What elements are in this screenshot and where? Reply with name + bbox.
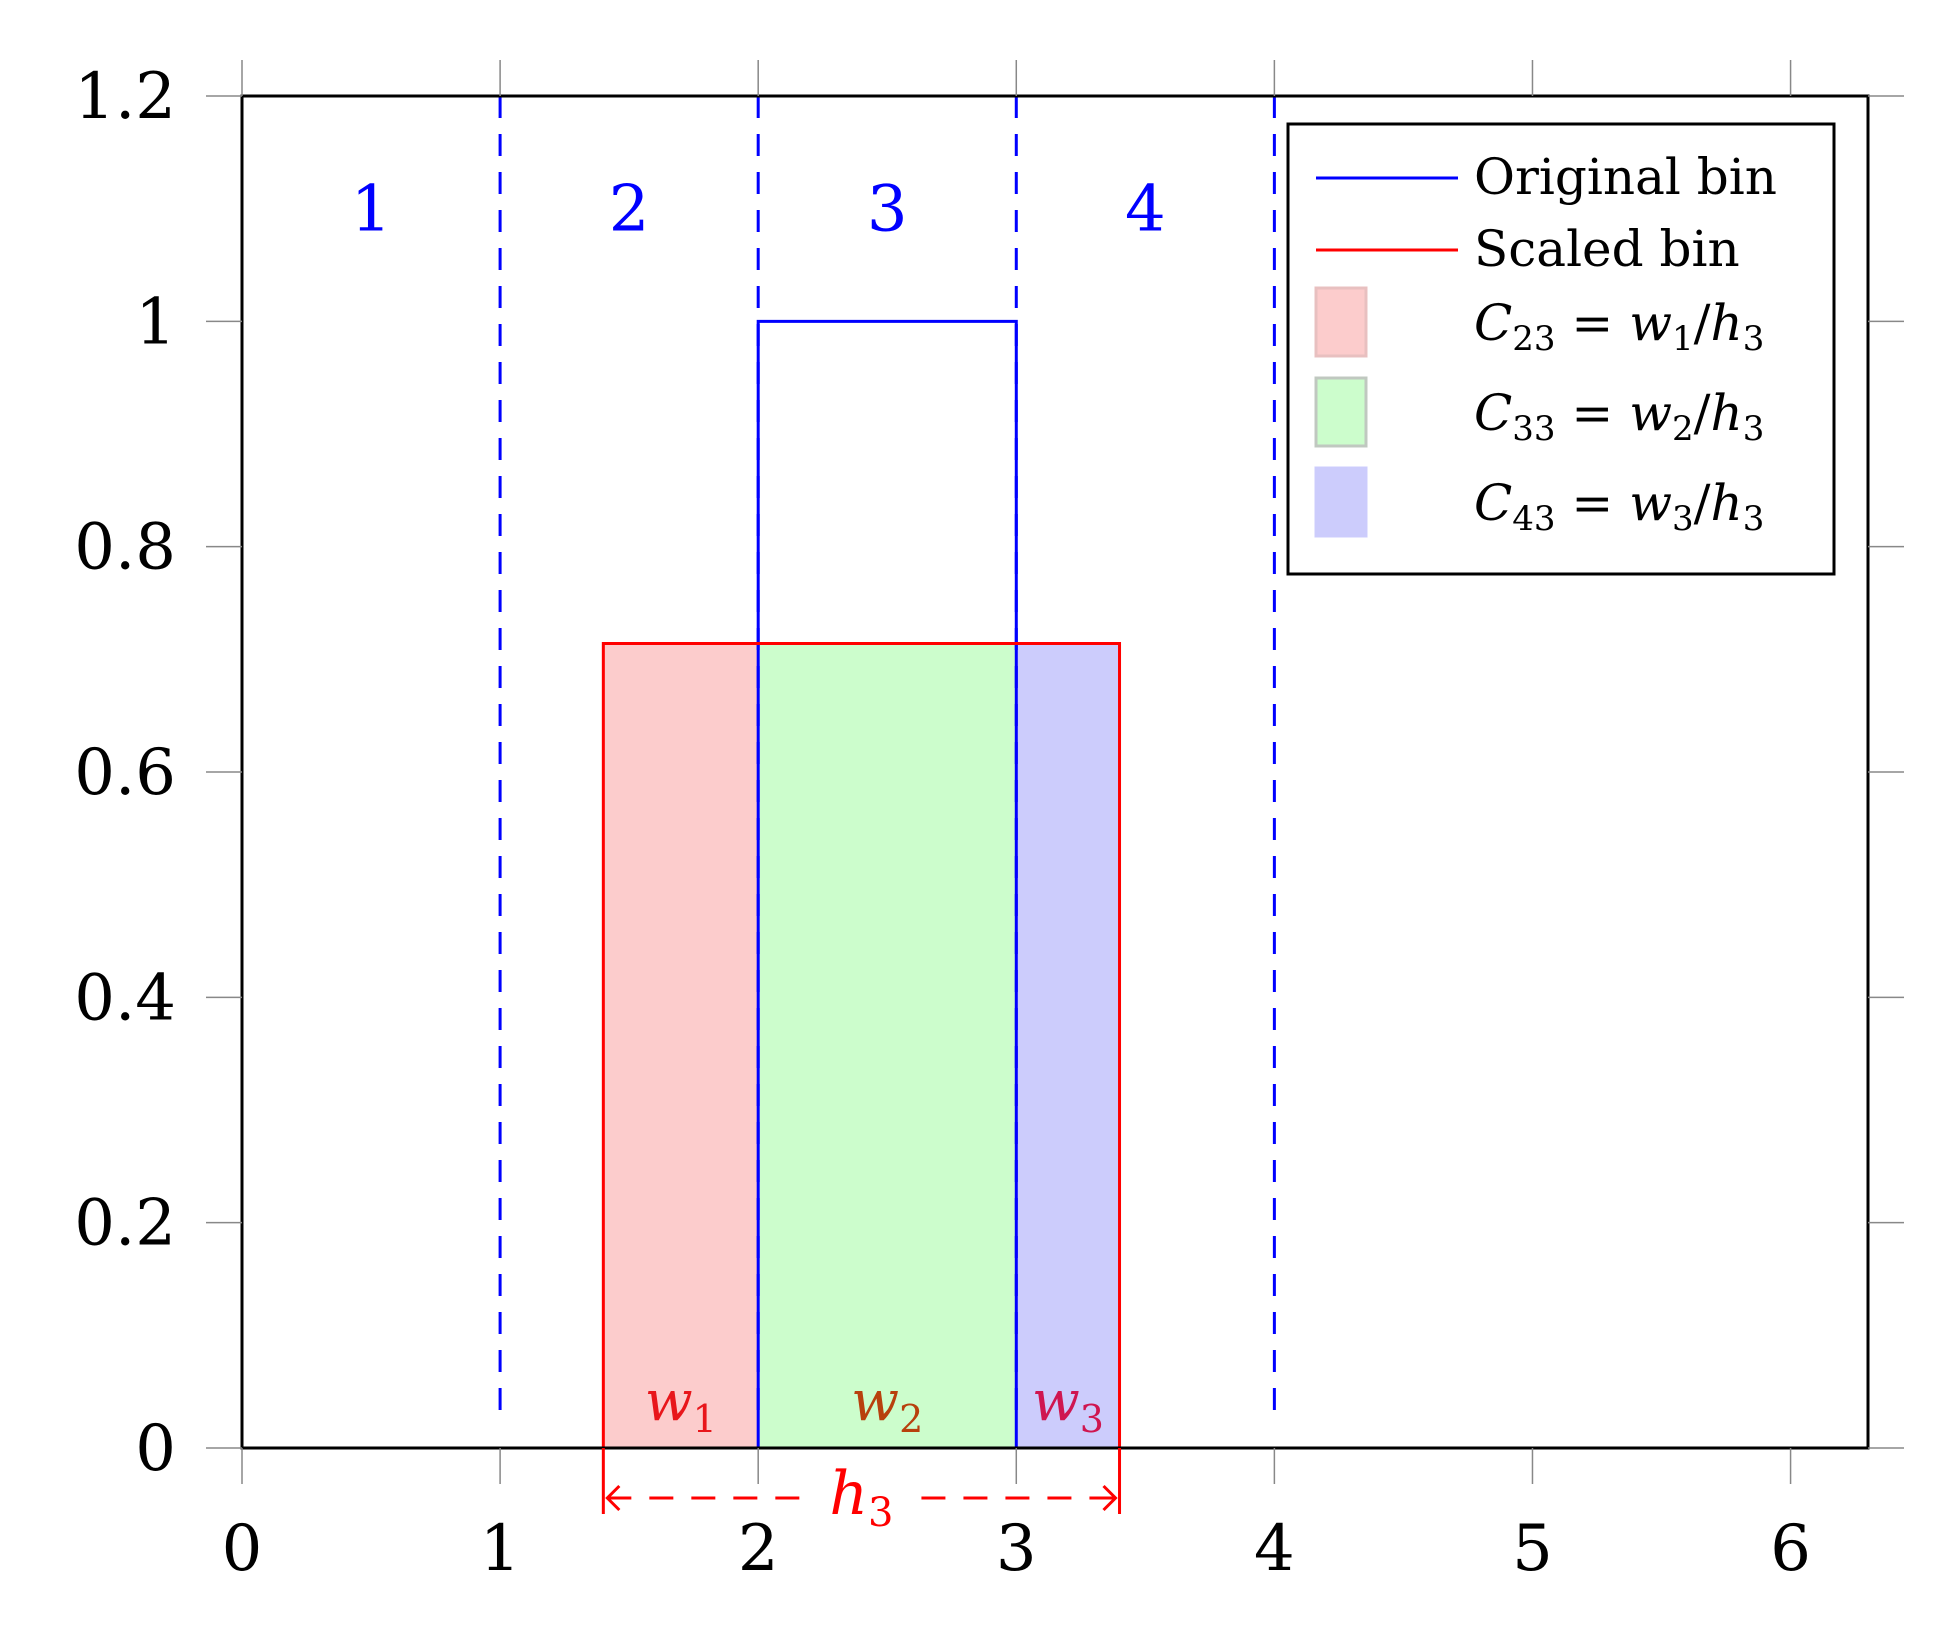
x-tick-label: 2 <box>738 1512 779 1586</box>
legend-label: Scaled bin <box>1474 220 1740 278</box>
width-label-w1: w1 <box>645 1369 717 1441</box>
y-tick-label: 0.4 <box>74 961 176 1035</box>
legend-formula: C43 = w3/h3 <box>1474 474 1764 539</box>
legend-patch-swatch <box>1314 466 1368 538</box>
legend-patch-swatch <box>1314 376 1368 448</box>
x-tick-label: 3 <box>996 1512 1037 1586</box>
overlap-region-C43 <box>1016 643 1120 1448</box>
width-label-w3: w3 <box>1032 1369 1104 1441</box>
bin-number-label: 4 <box>1125 173 1166 247</box>
legend-box <box>1286 122 1836 576</box>
annotations: 1 2 3 4 w1 w2 w3 h3 <box>351 173 1166 1536</box>
legend: Original bin Scaled bin C23 = w1/h3 C33 = w… <box>1286 122 1836 576</box>
overlap-region-C33 <box>758 643 1017 1448</box>
y-tick-label: 0.6 <box>74 736 176 810</box>
bin-number-label: 3 <box>867 173 908 247</box>
overlap-fills <box>603 643 1120 1448</box>
bin-number-label: 2 <box>609 173 650 247</box>
span-arrow-right <box>1102 1484 1118 1512</box>
width-label-w2: w2 <box>851 1369 923 1441</box>
span-label-h3: h3 <box>829 1459 893 1536</box>
x-tick-label: 5 <box>1512 1512 1553 1586</box>
y-tick-label: 0.8 <box>74 511 176 585</box>
legend-formula: C33 = w2/h3 <box>1474 384 1764 449</box>
legend-label: Original bin <box>1474 148 1777 206</box>
original-bin-outline <box>756 319 1018 1448</box>
bin-lines <box>498 96 1276 1448</box>
axis-ticks: 0 1 2 3 4 5 6 0 0.2 0.4 0.6 0.8 1 1.2 <box>74 60 1904 1586</box>
bin-number-label: 1 <box>351 173 392 247</box>
x-tick-label: 6 <box>1770 1512 1811 1586</box>
x-tick-label: 0 <box>222 1512 263 1586</box>
span-arrow-left <box>605 1484 621 1512</box>
scaled-bin-outline <box>601 642 1122 1448</box>
x-tick-label: 1 <box>480 1512 521 1586</box>
legend-patch-swatch <box>1314 286 1368 358</box>
y-tick-label: 0.2 <box>74 1187 176 1261</box>
y-tick-label: 1.2 <box>74 60 176 134</box>
y-tick-label: 0 <box>135 1412 176 1486</box>
legend-formula: C23 = w1/h3 <box>1474 294 1764 359</box>
overlap-region-C23 <box>603 643 759 1448</box>
y-tick-label: 1 <box>135 285 176 359</box>
x-tick-label: 4 <box>1254 1512 1295 1586</box>
